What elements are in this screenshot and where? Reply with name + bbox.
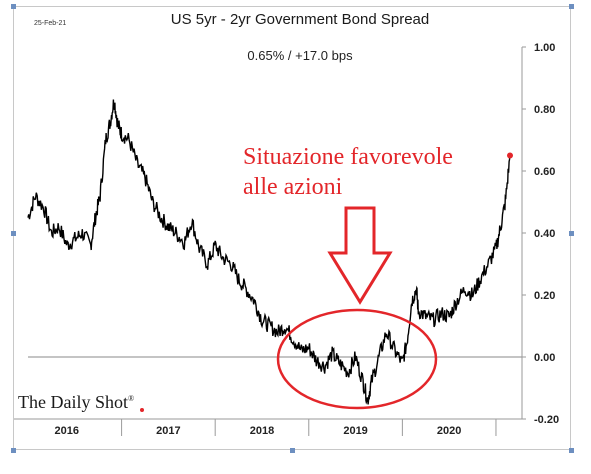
y-tick-label: 0.80 bbox=[534, 104, 555, 116]
x-tick-label: 2018 bbox=[250, 425, 274, 437]
series-line bbox=[27, 99, 511, 405]
y-tick-label: 0.20 bbox=[534, 290, 555, 302]
annotation-line-2: alle azioni bbox=[243, 174, 343, 200]
resize-handle-bottom-mid[interactable] bbox=[290, 448, 295, 453]
y-tick-label: -0.20 bbox=[534, 414, 559, 426]
resize-handle-bottom-right[interactable] bbox=[569, 448, 574, 453]
y-tick-label: 0.00 bbox=[534, 352, 555, 364]
chart-title: US 5yr - 2yr Government Bond Spread bbox=[170, 11, 430, 28]
down-arrow bbox=[327, 206, 393, 305]
resize-handle-top-right[interactable] bbox=[569, 4, 574, 9]
y-tick-label: 0.60 bbox=[534, 166, 555, 178]
brand-logo: The Daily Shot® bbox=[18, 392, 134, 413]
brand-name: The Daily Shot bbox=[18, 392, 128, 412]
resize-handle-mid-left[interactable] bbox=[11, 231, 16, 236]
y-tick-label: 1.00 bbox=[534, 42, 555, 54]
date-label: 25-Feb-21 bbox=[34, 20, 67, 27]
resize-handle-bottom-left[interactable] bbox=[11, 448, 16, 453]
x-tick-label: 2020 bbox=[437, 425, 461, 437]
resize-handle-mid-right[interactable] bbox=[569, 231, 574, 236]
x-tick-label: 2017 bbox=[156, 425, 180, 437]
x-tick-label: 2019 bbox=[343, 425, 367, 437]
brand-mark: ® bbox=[128, 394, 135, 403]
last-value-dot bbox=[507, 152, 513, 159]
annotation-line-1: Situazione favorevole bbox=[243, 144, 453, 170]
chart-subtitle: 0.65% / +17.0 bps bbox=[247, 48, 353, 63]
highlight-ellipse bbox=[276, 308, 438, 410]
y-tick-label: 0.40 bbox=[534, 228, 555, 240]
resize-handle-top-left[interactable] bbox=[11, 4, 16, 9]
brand-dot bbox=[140, 408, 144, 412]
x-tick-label: 2016 bbox=[55, 425, 79, 437]
